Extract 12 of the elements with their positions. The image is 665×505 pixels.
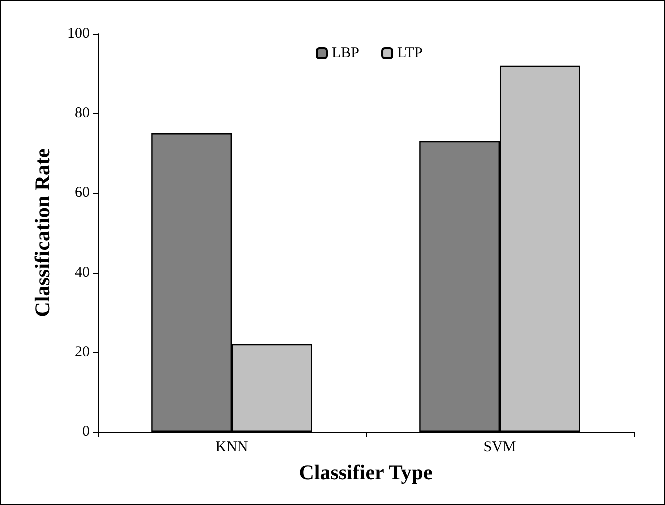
y-tick-label: 80	[75, 106, 90, 122]
y-tick-label: 40	[75, 264, 90, 281]
y-axis-title: Classification Rate	[30, 148, 54, 318]
y-tick-label: 0	[82, 424, 90, 440]
x-tick-label: SVM	[484, 440, 516, 456]
y-tick-label: 100	[68, 26, 90, 42]
x-axis-title: Classifier Type	[299, 460, 433, 484]
x-tick-label: KNN	[216, 440, 248, 456]
y-tick-label: 20	[75, 344, 90, 360]
y-tick-label: 60	[75, 185, 90, 202]
legend-label: LTP	[398, 46, 423, 62]
legend-label: LBP	[332, 46, 360, 62]
